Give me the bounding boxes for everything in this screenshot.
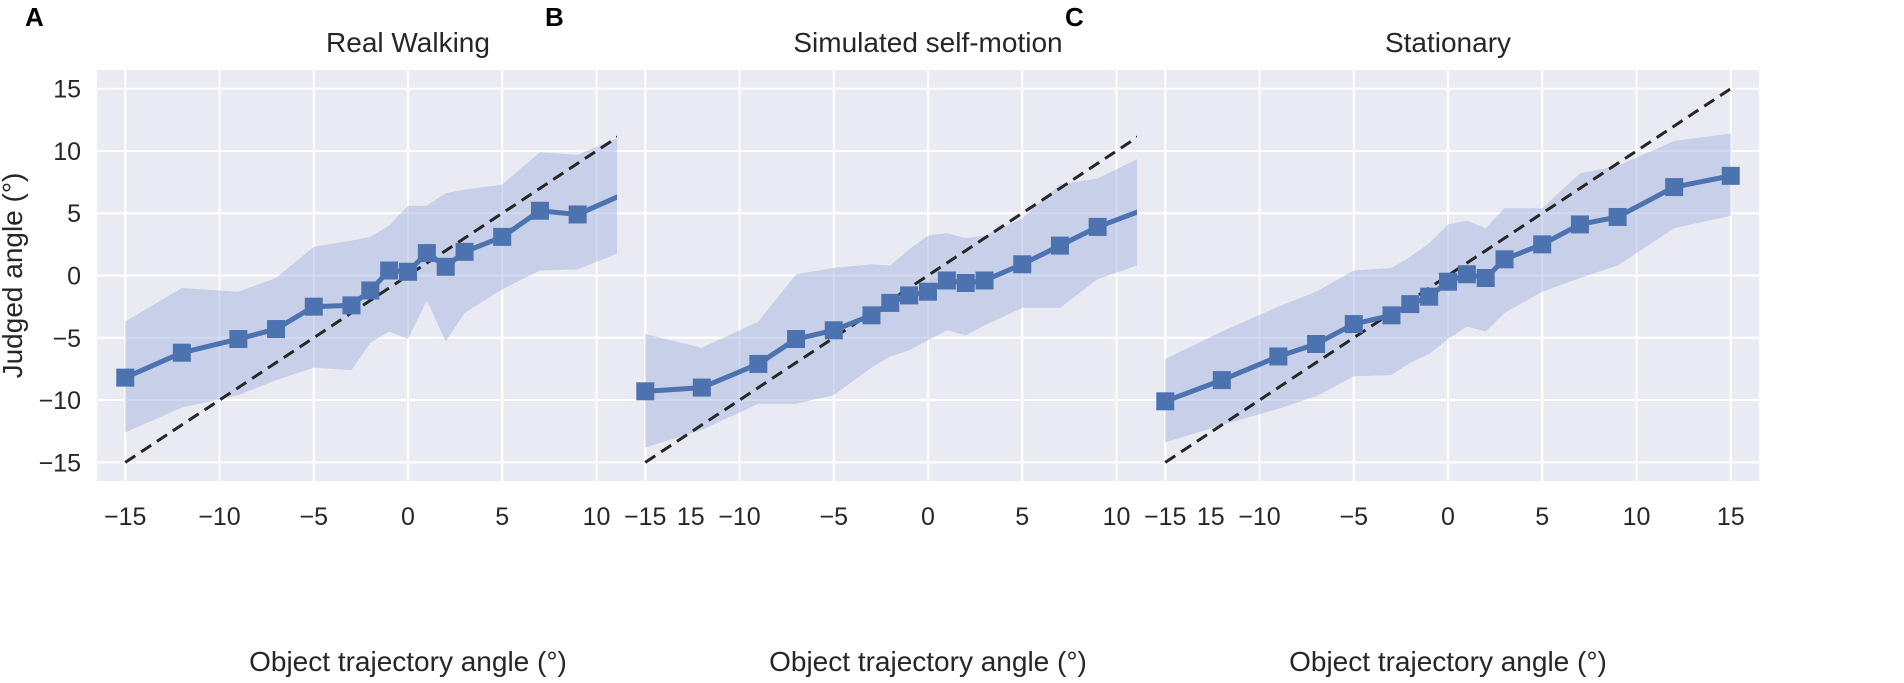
x-tick-label: −10 [198,503,240,531]
data-point [361,281,380,300]
data-point [824,321,843,340]
x-tick-label: −15 [1144,503,1186,531]
x-tick-label: −5 [819,503,848,531]
data-point [1457,265,1476,284]
data-point [1382,306,1401,325]
data-point [304,297,323,316]
data-point [1608,207,1627,226]
data-point [417,244,436,263]
y-tick-label: 15 [53,76,81,104]
x-tick-label: 5 [495,503,509,531]
x-tick-label: 5 [1015,503,1029,531]
data-point [380,261,399,280]
x-tick-label: −5 [299,503,328,531]
data-point [749,354,768,373]
data-point [1156,392,1175,411]
data-point [568,205,587,224]
data-point [692,378,711,397]
panel-letter: B [545,2,564,32]
y-axis-label: Judged angle (°) [0,173,28,379]
data-point [116,368,135,387]
data-point [1088,217,1107,236]
y-tick-label: 10 [53,138,81,166]
data-point [862,306,881,325]
x-tick-label: 10 [583,503,611,531]
x-tick-label: −5 [1339,503,1368,531]
data-point [919,282,937,301]
x-tick-label: 5 [1535,503,1549,531]
x-tick-label: 0 [921,503,935,531]
x-tick-label: −10 [718,503,760,531]
data-point [1401,295,1420,314]
x-axis-label: Object trajectory angle (°) [249,646,567,677]
panel-a: −15 −10 −5 0 5 10 15 −15 −10 −5 0 5 10 15 Real Walking… [0,2,719,677]
data-point [530,201,549,220]
data-point [975,271,994,290]
x-tick-label: −15 [104,503,146,531]
data-point [172,343,191,362]
panel-title: Real Walking [326,27,490,58]
data-point [1570,215,1589,234]
x-tick-label: 0 [1441,503,1455,531]
x-tick-label: −10 [1238,503,1280,531]
data-point [1721,166,1740,185]
panel-b: −15 −10 −5 0 5 10 15 Simulated self-motion B Obje… [545,2,1239,677]
x-tick-label: 15 [677,503,705,531]
x-tick-label: 10 [1103,503,1131,531]
panel-title: Stationary [1385,27,1511,58]
data-point [787,330,806,349]
y-tick-label: −5 [52,325,81,353]
data-point [1439,272,1457,291]
y-tick-label: 0 [67,263,81,291]
x-tick-label: 15 [1197,503,1225,531]
x-tick-label: 15 [1717,503,1745,531]
panel-letter: C [1065,2,1084,32]
panel-letter: A [25,2,44,32]
data-point [900,286,919,305]
x-axis-label: Object trajectory angle (°) [1289,646,1607,677]
data-point [937,271,956,290]
data-point [436,257,455,276]
panel-title: Simulated self-motion [793,27,1062,58]
data-point [1344,315,1363,334]
data-point [1212,371,1231,390]
x-tick-label: 10 [1623,503,1651,531]
data-point [1495,250,1514,269]
data-point [1269,347,1288,366]
data-point [1665,178,1684,197]
data-point [399,262,417,281]
x-axis-label: Object trajectory angle (°) [769,646,1087,677]
data-point [1476,268,1495,287]
y-tick-label: 5 [67,200,81,228]
data-point [636,382,655,401]
data-point [455,242,474,261]
x-tick-label: −15 [624,503,666,531]
data-point [342,296,361,315]
data-point [881,293,900,312]
data-point [1307,335,1326,353]
data-point [229,330,248,349]
data-point [493,227,512,246]
data-point [956,273,975,292]
data-point [1420,287,1439,306]
data-point [1050,236,1069,255]
data-point [1533,235,1552,254]
data-point [1013,255,1032,274]
data-point [267,320,286,339]
panel-c: −15 −10 −5 0 5 10 15 Stationary C Object trajecto… [1065,2,1759,677]
x-tick-label: 0 [401,503,415,531]
y-tick-label: −10 [39,387,81,415]
y-tick-label: −15 [39,449,81,477]
